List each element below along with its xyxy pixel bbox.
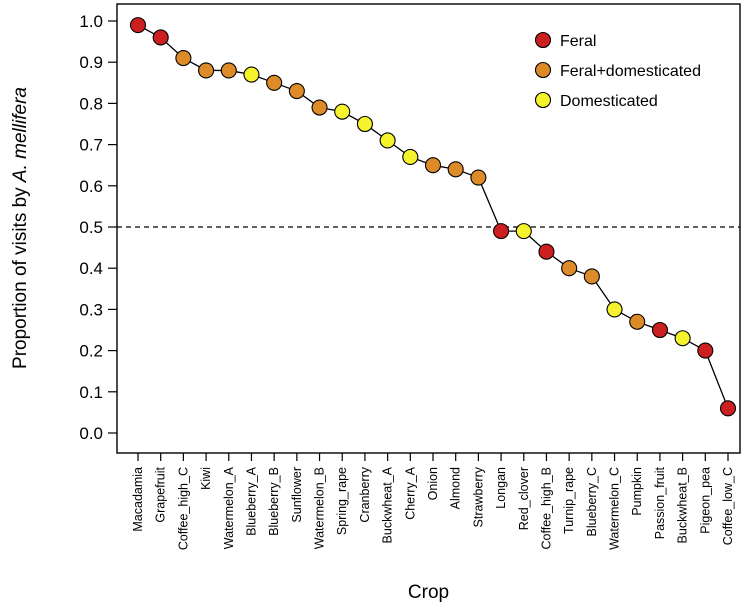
data-point — [583, 268, 600, 285]
x-tick-label: Coffee_high_C — [176, 467, 190, 550]
x-tick-label: Coffee_high_B — [539, 467, 553, 549]
legend-marker — [534, 31, 552, 49]
x-tick-label: Blueberry_B — [267, 467, 281, 536]
series — [129, 17, 737, 417]
x-axis-label: Crop — [408, 582, 449, 603]
x-tick-label: Spring_rape — [335, 467, 349, 535]
x-tick-label: Watermelon_C — [608, 467, 622, 550]
x-tick-label: Red_clover — [517, 467, 531, 530]
data-point — [152, 29, 169, 46]
x-tick-label: Blueberry_A — [244, 466, 258, 535]
y-axis-label-text: Proportion of visits by — [10, 182, 31, 369]
y-tick-label: 0.9 — [79, 53, 103, 72]
y-tick-label: 0.0 — [79, 424, 103, 443]
data-point — [515, 223, 532, 240]
data-point — [311, 99, 328, 116]
y-tick-label: 0.1 — [79, 383, 103, 402]
data-point — [651, 321, 668, 339]
data-point — [447, 161, 464, 178]
data-point — [561, 260, 578, 277]
y-axis-label-species: A. mellifera — [10, 87, 31, 183]
y-tick-label: 0.3 — [79, 300, 103, 319]
x-tick-label: Longan — [494, 467, 508, 509]
data-point — [220, 62, 237, 79]
x-tick-label: Cherry_A — [403, 466, 417, 519]
x-tick-label: Sunflower — [290, 467, 304, 523]
x-tick-label: Blueberry_C — [585, 467, 599, 536]
plot-border — [116, 3, 741, 454]
data-point — [334, 103, 351, 120]
y-tick-label: 0.2 — [79, 342, 103, 361]
x-tick-label: Strawberry — [471, 466, 485, 527]
x-tick-label: Coffee_low_C — [721, 467, 735, 545]
legend-label: Feral — [560, 33, 596, 50]
x-tick-label: Cranberry — [358, 466, 372, 522]
series-line — [137, 24, 729, 409]
data-point — [674, 330, 691, 347]
y-tick-label: 1.0 — [79, 12, 103, 31]
x-tick-label: Buckwheat_B — [676, 467, 690, 543]
y-tick-label: 0.6 — [79, 177, 103, 196]
x-tick-label: Watermelon_A — [222, 466, 236, 549]
data-point — [697, 342, 714, 359]
data-point — [175, 50, 192, 67]
data-point — [629, 313, 646, 330]
plot-frame — [116, 3, 741, 454]
x-tick-label: Turnip_rape — [562, 467, 576, 534]
data-point — [719, 400, 737, 417]
x-tick-label: Buckwheat_A — [381, 466, 395, 543]
legend-marker — [534, 91, 552, 109]
data-point — [288, 82, 305, 100]
legend: Feral Feral+domesticated Domesticated — [534, 31, 701, 110]
x-tick-label: Pumpkin — [630, 467, 644, 516]
data-point — [198, 62, 215, 79]
legend-label: Feral+domesticated — [560, 63, 701, 80]
x-axis: Macadamia Grapefruit Coffee_high_C Kiwi Wate… — [131, 453, 735, 550]
x-tick-label: Passion_fruit — [653, 466, 667, 539]
y-tick-label: 0.7 — [79, 136, 103, 155]
data-point — [470, 169, 487, 186]
x-tick-label: Almond — [449, 467, 463, 509]
x-tick-label: Onion — [426, 467, 440, 500]
y-tick-label: 0.8 — [79, 94, 103, 113]
data-point — [266, 74, 283, 91]
legend-label: Domesticated — [560, 93, 658, 110]
y-tick-label: 0.4 — [79, 259, 103, 278]
x-tick-label: Kiwi — [199, 467, 213, 490]
y-axis: 0.0 0.1 0.2 0.3 0.4 0.5 0.6 0.7 0.8 0.9 1.0 — [79, 12, 117, 443]
data-point — [402, 148, 419, 166]
data-point — [356, 115, 373, 133]
data-point — [538, 243, 555, 260]
data-point — [129, 17, 147, 34]
data-point — [424, 157, 442, 174]
x-tick-label: Pigeon_pea — [698, 467, 712, 534]
x-tick-label: Macadamia — [131, 467, 145, 532]
data-point — [493, 223, 510, 240]
y-tick-label: 0.5 — [79, 218, 103, 237]
x-tick-label: Grapefruit — [154, 466, 168, 522]
data-point — [606, 301, 623, 318]
legend-marker — [534, 61, 552, 79]
y-axis-label: Proportion of visits by A. mellifera — [10, 87, 31, 369]
x-tick-label: Watermelon_B — [313, 467, 327, 549]
data-point — [379, 132, 396, 149]
data-point — [243, 66, 260, 83]
